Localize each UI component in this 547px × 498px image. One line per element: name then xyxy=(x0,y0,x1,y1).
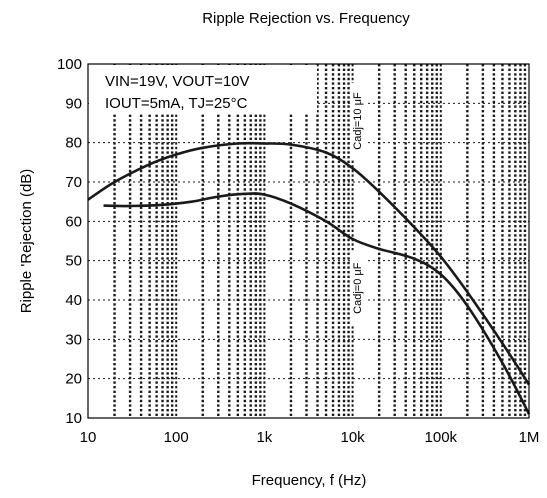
conditions-line-1: VIN=19V, VOUT=10V xyxy=(105,73,250,90)
series-line-2 xyxy=(103,192,531,415)
y-tick-label: 80 xyxy=(65,135,82,152)
curve-label-2: Cadj=0 μF xyxy=(352,262,364,314)
series-layer xyxy=(87,141,531,415)
y-tick-label: 70 xyxy=(65,174,82,191)
conditions-box xyxy=(89,65,317,113)
curve-labels: Cadj=10 μF Cadj=0 μF xyxy=(349,83,366,327)
y-tick-label: 30 xyxy=(65,331,82,348)
y-tick-label: 60 xyxy=(65,213,82,230)
curve-label-1: Cadj=10 μF xyxy=(352,92,364,150)
grid xyxy=(88,64,529,418)
y-tick-label: 20 xyxy=(65,371,82,388)
x-tick-label: 100k xyxy=(425,429,458,446)
y-axis-label: Ripple 'Rejection (dB) xyxy=(18,169,35,314)
curve-label-bg xyxy=(349,83,366,160)
chart-title: Ripple Rejection vs. Frequency xyxy=(202,10,410,27)
conditions-line-2: IOUT=5mA, TJ=25°C xyxy=(105,95,248,112)
y-tick-label: 100 xyxy=(57,56,82,73)
x-tick-label: 1M xyxy=(519,429,540,446)
y-tick-label: 90 xyxy=(65,95,82,112)
y-tick-label: 40 xyxy=(65,292,82,309)
tick-labels: 10 20 30 40 50 60 70 80 90 100 10 100 1k 10k 100k 1M xyxy=(57,56,539,446)
x-tick-label: 1k xyxy=(256,429,272,446)
x-tick-label: 100 xyxy=(164,429,189,446)
y-tick-label: 10 xyxy=(65,410,82,427)
series-line-1 xyxy=(87,141,531,386)
x-axis-label: Frequency, f (Hz) xyxy=(252,472,367,489)
y-tick-label: 50 xyxy=(65,253,82,270)
curve-label-bg xyxy=(349,250,366,327)
x-tick-label: 10k xyxy=(341,429,366,446)
plot-frame xyxy=(87,63,530,419)
x-tick-label: 10 xyxy=(80,429,97,446)
